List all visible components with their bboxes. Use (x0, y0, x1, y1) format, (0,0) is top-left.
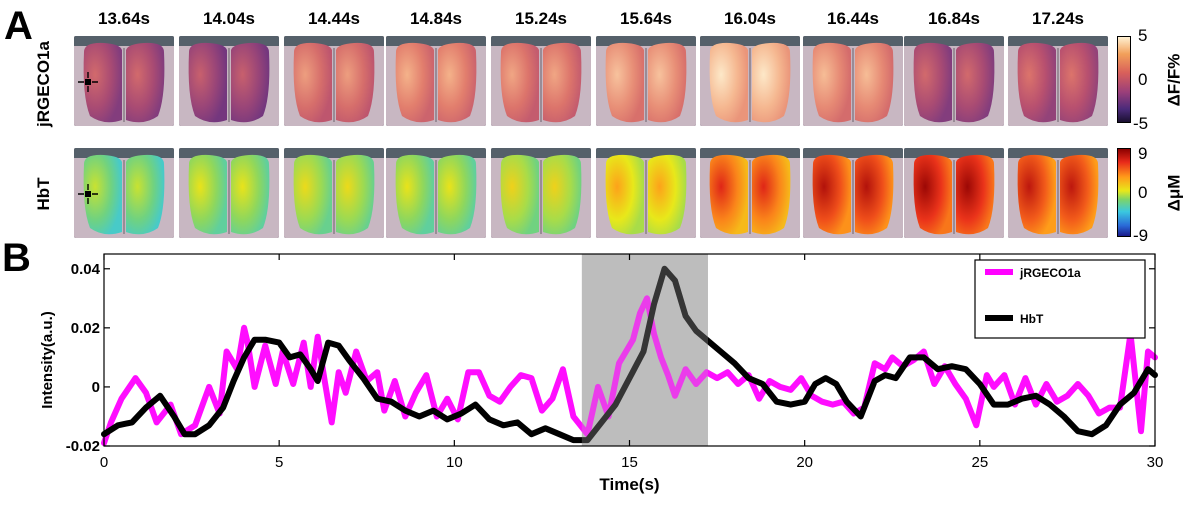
x-tick-label: 25 (971, 454, 988, 471)
hbt-frame-image (491, 148, 591, 238)
highlight-interval-overlay (581, 254, 708, 446)
x-tick-label: 20 (796, 454, 813, 471)
hbt-frame-image (803, 148, 903, 238)
hbt-frame-image (179, 148, 279, 238)
hbt-frame-image (700, 148, 800, 238)
hbt-frame-image (74, 148, 174, 238)
y-tick-label: 0.04 (71, 261, 101, 278)
timepoint-label: 17.24s (1032, 9, 1084, 28)
timepoint-label: 16.04s (724, 9, 776, 28)
jrgeco-frame-image (179, 36, 279, 126)
row-label-hbt: HbT (34, 177, 53, 211)
colorbar-hbt (1117, 148, 1131, 237)
timepoint-label: 14.84s (410, 9, 462, 28)
timepoint-label: 14.44s (308, 9, 360, 28)
series-line-jrgeco (101, 295, 1158, 446)
legend-label-jrgeco: jRGECO1a (1019, 266, 1081, 280)
roi-marker-icon (78, 184, 98, 204)
colorbar-jrgeco-max: 5 (1138, 26, 1148, 45)
hbt-frame (491, 148, 591, 238)
timepoint-label: 14.04s (203, 9, 255, 28)
colorbar-hbt-mid: 0 (1138, 183, 1148, 202)
x-tick-label: 15 (621, 454, 638, 471)
colorbar-hbt-min: -9 (1133, 226, 1149, 245)
y-tick-label: 0.02 (71, 320, 100, 337)
jrgeco-frame (1008, 36, 1108, 126)
jrgeco-frame-image (74, 36, 174, 126)
timepoint-label: 15.64s (620, 9, 672, 28)
timepoint-label: 15.24s (515, 9, 567, 28)
hbt-frame (803, 148, 903, 238)
panel-b-letter: B (2, 236, 31, 280)
jrgeco-frame (179, 36, 279, 126)
jrgeco-frame (904, 36, 1004, 126)
intensity-line-chart: 0 5 10 15 20 25 30-0.0200.020.04Time(s)Intensi… (39, 253, 1164, 494)
hbt-frame (700, 148, 800, 238)
jrgeco-frame-image (700, 36, 800, 126)
colorbar-hbt-unit: ΔμM (1164, 174, 1184, 212)
colorbar-jrgeco-unit: ΔF/F% (1164, 53, 1184, 107)
colorbar-jrgeco-mid: 0 (1138, 70, 1148, 89)
legend-label-hbt: HbT (1020, 312, 1044, 326)
jrgeco-frame (284, 36, 384, 126)
panel-a-letter: A (4, 4, 33, 48)
legend: jRGECO1a HbT (974, 259, 1146, 339)
y-axis-label: Intensity(a.u.) (39, 311, 56, 409)
hbt-frame (1008, 148, 1108, 238)
x-tick-label: 0 (100, 454, 108, 471)
hbt-frame (386, 148, 486, 238)
hbt-frame (904, 148, 1004, 238)
jrgeco-frame (491, 36, 591, 126)
roi-marker-icon (78, 72, 98, 92)
y-tick-label: -0.02 (66, 438, 100, 455)
hbt-frame-image (386, 148, 486, 238)
jrgeco-frame (700, 36, 800, 126)
x-tick-label: 5 (275, 454, 283, 471)
hbt-frame (74, 148, 174, 238)
jrgeco-frame-image (491, 36, 591, 126)
jrgeco-frame (386, 36, 486, 126)
timepoint-label: 16.44s (827, 9, 879, 28)
jrgeco-frame-image (284, 36, 384, 126)
jrgeco-frame (596, 36, 696, 126)
hbt-frame (179, 148, 279, 238)
jrgeco-frame-image (803, 36, 903, 126)
jrgeco-frame-image (386, 36, 486, 126)
y-tick-label: 0 (92, 379, 100, 396)
colorbar-jrgeco (1117, 36, 1131, 123)
jrgeco-frame-image (596, 36, 696, 126)
hbt-frame (284, 148, 384, 238)
hbt-frame-image (904, 148, 1004, 238)
x-axis-label: Time(s) (599, 475, 659, 494)
series-line-hbt (101, 265, 1158, 444)
row-label-jrgeco: jRGECO1a (34, 41, 53, 127)
colorbar-jrgeco-min: -5 (1133, 114, 1149, 133)
jrgeco-frame (74, 36, 174, 126)
x-tick-label: 30 (1147, 454, 1164, 471)
timepoint-label: 16.84s (928, 9, 980, 28)
x-tick-label: 10 (446, 454, 463, 471)
timepoint-label: 13.64s (98, 9, 150, 28)
hbt-frame (596, 148, 696, 238)
jrgeco-frame-image (904, 36, 1004, 126)
jrgeco-frame (803, 36, 903, 126)
hbt-frame-image (1008, 148, 1108, 238)
colorbar-hbt-max: 9 (1138, 144, 1148, 163)
hbt-frame-image (284, 148, 384, 238)
jrgeco-frame-image (1008, 36, 1108, 126)
hbt-frame-image (596, 148, 696, 238)
